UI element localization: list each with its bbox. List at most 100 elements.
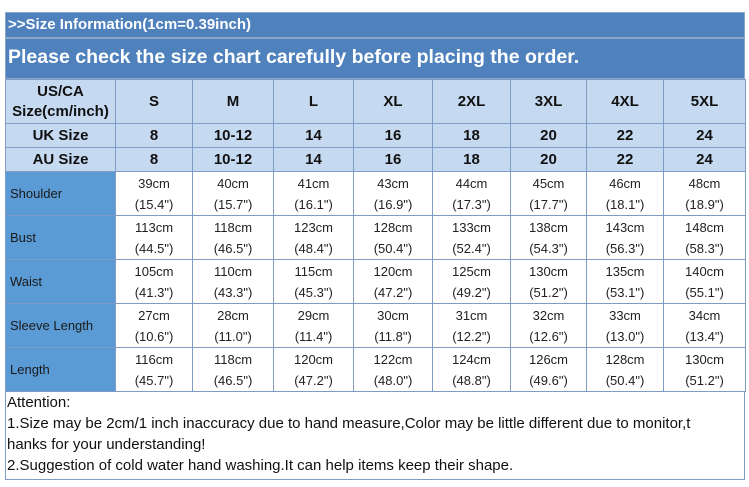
- cm-value: 116cm: [134, 351, 174, 367]
- table-row: Shoulder 39cm (15.4") 40cm (15.7") 41cm (16.1"…: [5, 171, 746, 216]
- cm-value: 31cm: [455, 307, 488, 323]
- measurement-cell: 122cm (48.0"): [353, 347, 433, 392]
- au-size-value: 14: [273, 147, 354, 172]
- measurement-cell: 113cm (44.5"): [115, 215, 193, 260]
- measurement-cell: 43cm (16.9"): [353, 171, 433, 216]
- cm-value: 128cm: [605, 351, 645, 367]
- measurement-cell: 120cm (47.2"): [273, 347, 354, 392]
- measurement-label: Bust: [5, 215, 116, 260]
- au-size-value: 22: [586, 147, 664, 172]
- au-size-value: 10-12: [192, 147, 274, 172]
- measurement-cell: 143cm (56.3"): [586, 215, 664, 260]
- inch-value: (12.2"): [452, 328, 491, 344]
- au-size-value: 8: [115, 147, 193, 172]
- inch-value: (50.4"): [605, 372, 645, 388]
- cm-value: 125cm: [451, 263, 492, 279]
- measurement-cell: 116cm (45.7"): [115, 347, 193, 392]
- measurement-label: Waist: [5, 259, 116, 304]
- inch-value: (48.8"): [452, 372, 491, 388]
- attention-line: hanks for your understanding!: [7, 436, 206, 453]
- cm-value: 126cm: [528, 351, 569, 367]
- measurement-cell: 31cm (12.2"): [432, 303, 511, 348]
- inch-value: (46.5"): [213, 372, 253, 388]
- measurement-cell: 140cm (55.1"): [663, 259, 746, 304]
- cm-value: 43cm: [377, 175, 409, 191]
- uk-size-value: 22: [586, 123, 664, 148]
- uk-size-row: UK Size 8 10-12 14 16 18 20 22 24: [5, 123, 746, 148]
- inch-value: (47.2"): [294, 372, 333, 388]
- size-header: S: [115, 79, 193, 124]
- uk-size-value: 24: [663, 123, 746, 148]
- inch-value: (15.7"): [213, 196, 253, 212]
- cm-value: 40cm: [217, 175, 249, 191]
- measurement-cell: 48cm (18.9"): [663, 171, 746, 216]
- inch-value: (49.6"): [529, 372, 568, 388]
- au-size-value: 18: [432, 147, 511, 172]
- inch-value: (47.2"): [373, 284, 413, 300]
- au-size-value: 24: [663, 147, 746, 172]
- cm-value: 105cm: [134, 263, 174, 279]
- measurement-label: Sleeve Length: [5, 303, 116, 348]
- measurement-cell: 27cm (10.6"): [115, 303, 193, 348]
- cm-value: 32cm: [532, 307, 565, 323]
- measurement-cell: 130cm (51.2"): [663, 347, 746, 392]
- size-table: US/CA Size(cm/inch) S M L XL 2XL 3XL 4XL 5XL UK S…: [5, 79, 746, 392]
- measurement-cell: 41cm (16.1"): [273, 171, 354, 216]
- inch-value: (49.2"): [452, 284, 491, 300]
- cm-value: 140cm: [684, 263, 725, 279]
- inch-value: (46.5"): [213, 240, 253, 256]
- inch-value: (15.4"): [134, 196, 174, 212]
- cm-value: 130cm: [528, 263, 569, 279]
- inch-value: (13.0"): [605, 328, 645, 344]
- uk-size-value: 8: [115, 123, 193, 148]
- cm-value: 48cm: [688, 175, 721, 191]
- cm-value: 118cm: [213, 219, 253, 235]
- measurement-cell: 45cm (17.7"): [510, 171, 587, 216]
- measurement-cell: 130cm (51.2"): [510, 259, 587, 304]
- size-header: 5XL: [663, 79, 746, 124]
- inch-value: (51.2"): [685, 372, 724, 388]
- inch-value: (17.3"): [452, 196, 491, 212]
- size-header: XL: [353, 79, 433, 124]
- measurement-cell: 128cm (50.4"): [586, 347, 664, 392]
- measurement-cell: 105cm (41.3"): [115, 259, 193, 304]
- measurement-label: Length: [5, 347, 116, 392]
- measurement-cell: 118cm (46.5"): [192, 347, 274, 392]
- cm-value: 128cm: [373, 219, 413, 235]
- measurement-cell: 39cm (15.4"): [115, 171, 193, 216]
- measurement-cell: 32cm (12.6"): [510, 303, 587, 348]
- inch-value: (43.3"): [213, 284, 253, 300]
- table-row: Waist 105cm (41.3") 110cm (43.3") 115cm (45.3"…: [5, 259, 746, 304]
- inch-value: (45.7"): [134, 372, 174, 388]
- check-notice: Please check the size chart carefully be…: [5, 38, 745, 79]
- uk-size-value: 10-12: [192, 123, 274, 148]
- uk-size-value: 16: [353, 123, 433, 148]
- measurement-cell: 28cm (11.0"): [192, 303, 274, 348]
- cm-value: 113cm: [134, 219, 174, 235]
- measurement-cell: 135cm (53.1"): [586, 259, 664, 304]
- inch-value: (12.6"): [529, 328, 568, 344]
- cm-value: 130cm: [684, 351, 725, 367]
- inch-value: (52.4"): [452, 240, 491, 256]
- inch-value: (55.1"): [685, 284, 724, 300]
- attention-line: 1.Size may be 2cm/1 inch inaccuracy due …: [7, 415, 691, 432]
- inch-value: (48.4"): [294, 240, 333, 256]
- inch-value: (51.2"): [529, 284, 568, 300]
- table-row: Length 116cm (45.7") 118cm (46.5") 120cm (47.2…: [5, 347, 746, 392]
- measurement-cell: 30cm (11.8"): [353, 303, 433, 348]
- inch-value: (58.3"): [685, 240, 724, 256]
- inch-value: (50.4"): [373, 240, 413, 256]
- measurement-cell: 33cm (13.0"): [586, 303, 664, 348]
- cm-value: 110cm: [213, 263, 253, 279]
- au-size-value: 16: [353, 147, 433, 172]
- table-row: Bust 113cm (44.5") 118cm (46.5") 123cm (48.4")…: [5, 215, 746, 260]
- measurement-cell: 120cm (47.2"): [353, 259, 433, 304]
- cm-value: 41cm: [297, 175, 330, 191]
- cm-value: 27cm: [138, 307, 170, 323]
- cm-value: 120cm: [373, 263, 413, 279]
- inch-value: (44.5"): [134, 240, 174, 256]
- measurement-cell: 133cm (52.4"): [432, 215, 511, 260]
- cm-value: 33cm: [609, 307, 641, 323]
- uk-size-value: 20: [510, 123, 587, 148]
- inch-value: (13.4"): [685, 328, 724, 344]
